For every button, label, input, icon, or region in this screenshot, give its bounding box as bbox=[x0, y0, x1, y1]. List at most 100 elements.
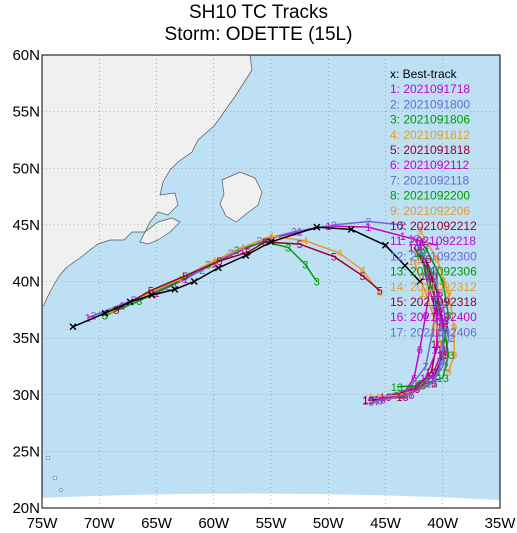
best-track-marker bbox=[242, 251, 250, 259]
lat-tick-label: 30N bbox=[12, 387, 40, 404]
forecast-track-marker: 1 bbox=[85, 313, 91, 325]
forecast-track-line bbox=[116, 241, 381, 311]
forecast-track-marker: 2 bbox=[291, 227, 297, 239]
best-track-marker bbox=[101, 309, 109, 317]
lat-tick-label: 40N bbox=[12, 274, 40, 291]
title-line-2: Storm: ODETTE (15L) bbox=[164, 24, 353, 45]
forecast-track-marker: 3 bbox=[285, 243, 291, 255]
legend-entry: 12: 2021092300 bbox=[390, 249, 477, 263]
island bbox=[59, 488, 63, 492]
forecast-track-marker: 1 bbox=[211, 258, 217, 270]
forecast-track-marker: 4 bbox=[176, 274, 182, 286]
island bbox=[52, 475, 58, 481]
nova-scotia-land bbox=[139, 217, 181, 245]
forecast-track-marker: 7 bbox=[419, 237, 425, 249]
lon-tick-label: 45W bbox=[370, 515, 402, 532]
forecast-track-marker: 1 bbox=[239, 245, 245, 257]
forecast-track-marker: 2 bbox=[256, 236, 262, 248]
forecast-track-marker: 5 bbox=[377, 286, 383, 298]
forecast-track-marker: 11 bbox=[420, 373, 431, 385]
map-frame bbox=[41, 54, 501, 509]
lon-tick-label: 55W bbox=[256, 515, 288, 532]
legend-entry: 4: 2021091812 bbox=[390, 128, 470, 142]
legend-entry: 10: 2021092212 bbox=[390, 219, 477, 233]
best-track-marker bbox=[382, 241, 389, 249]
forecast-track-marker: 3 bbox=[136, 296, 142, 308]
forecast-track-marker: 17 bbox=[437, 356, 449, 368]
forecast-track-marker: 15 bbox=[425, 378, 437, 390]
title-line-1: SH10 TC Tracks bbox=[188, 2, 329, 23]
best-track-marker bbox=[267, 238, 275, 246]
forecast-track-marker: 17 bbox=[402, 390, 414, 402]
forecast-track-marker: 4 bbox=[377, 288, 383, 300]
forecast-track-marker: 9 bbox=[417, 226, 423, 238]
newfoundland-land bbox=[219, 171, 263, 223]
forecast-track-line bbox=[419, 230, 455, 373]
forecast-track-marker: 4 bbox=[360, 265, 366, 277]
legend-entry: 9: 2021092206 bbox=[390, 204, 470, 218]
lon-tick-label: 35W bbox=[485, 515, 517, 532]
forecast-track-marker: 5 bbox=[297, 239, 303, 251]
forecast-track-marker: 2 bbox=[331, 220, 337, 232]
forecast-track-marker: 4 bbox=[142, 290, 148, 302]
forecast-track-marker: 13 bbox=[391, 382, 403, 394]
legend-entry: 3: 2021091806 bbox=[390, 113, 470, 127]
forecast-track-marker: 5 bbox=[331, 252, 337, 264]
lat-tick-label: 20N bbox=[12, 500, 40, 517]
forecast-track-marker: 2 bbox=[90, 310, 96, 322]
best-track-marker bbox=[148, 291, 156, 299]
legend-entry: 5: 2021091818 bbox=[390, 143, 470, 157]
forecast-track-marker: 5 bbox=[262, 237, 268, 249]
legend-entry: 15: 2021092318 bbox=[390, 295, 477, 309]
forecast-track-marker: 1 bbox=[365, 222, 371, 234]
legend-entry: 14: 2021092312 bbox=[390, 280, 477, 294]
island bbox=[45, 455, 51, 461]
forecast-track-marker: 9 bbox=[434, 254, 440, 266]
best-track-marker bbox=[416, 278, 424, 285]
forecast-track-marker: 11 bbox=[431, 344, 442, 356]
best-track-marker bbox=[214, 264, 222, 272]
legend-entry: 17: 2021092406 bbox=[390, 325, 477, 339]
lat-tick-label: 45N bbox=[12, 217, 40, 234]
latitude-labels: 20N 25N 30N 35N 40N 45N 50N 55N 60N bbox=[12, 47, 40, 517]
forecast-track-marker: 1 bbox=[268, 233, 274, 245]
forecast-track-marker: 6 bbox=[377, 395, 383, 407]
lat-tick-label: 50N bbox=[12, 160, 40, 177]
legend-entry: 11: 2021092218 bbox=[390, 234, 476, 248]
best-track-line bbox=[72, 226, 421, 328]
forecast-track-line bbox=[110, 235, 381, 312]
forecast-track-marker: 15 bbox=[419, 254, 431, 266]
forecast-track-marker: 2 bbox=[228, 248, 234, 260]
forecast-track-marker: 1 bbox=[182, 274, 188, 286]
forecast-track-marker: 4 bbox=[337, 248, 343, 260]
forecast-track-marker: 4 bbox=[108, 306, 114, 318]
forecast-track-marker: 14 bbox=[431, 322, 443, 334]
forecast-track-marker: 7 bbox=[428, 333, 434, 345]
forecast-track-line bbox=[373, 303, 444, 403]
best-track-marker bbox=[401, 262, 409, 270]
forecast-track-marker: 7 bbox=[423, 361, 429, 373]
lon-tick-label: 40W bbox=[427, 515, 459, 532]
forecast-track-marker: 14 bbox=[425, 378, 437, 390]
forecast-track-marker: 9 bbox=[451, 322, 457, 334]
forecast-track-marker: 8 bbox=[440, 277, 446, 289]
forecast-track-marker: 1 bbox=[400, 231, 406, 243]
forecast-track-marker: 3 bbox=[102, 310, 108, 322]
forecast-track-marker: 8 bbox=[423, 243, 429, 255]
legend-entry: 16: 2021092400 bbox=[390, 310, 477, 324]
forecast-track-marker: 4 bbox=[211, 256, 217, 268]
forecast-track-marker: 9 bbox=[451, 350, 457, 362]
forecast-track-marker: 13 bbox=[414, 248, 426, 260]
best-track-marker bbox=[171, 285, 179, 293]
forecast-track-marker: 8 bbox=[445, 310, 451, 322]
best-track bbox=[69, 223, 424, 331]
forecast-track-marker: 17 bbox=[437, 327, 449, 339]
forecast-track-marker: 11 bbox=[414, 237, 425, 249]
forecast-track-marker: 12 bbox=[408, 233, 420, 245]
legend-entry: 8: 2021092200 bbox=[390, 189, 470, 203]
forecast-track-marker: 5 bbox=[360, 271, 366, 283]
forecast-track-marker: 5 bbox=[182, 271, 188, 283]
